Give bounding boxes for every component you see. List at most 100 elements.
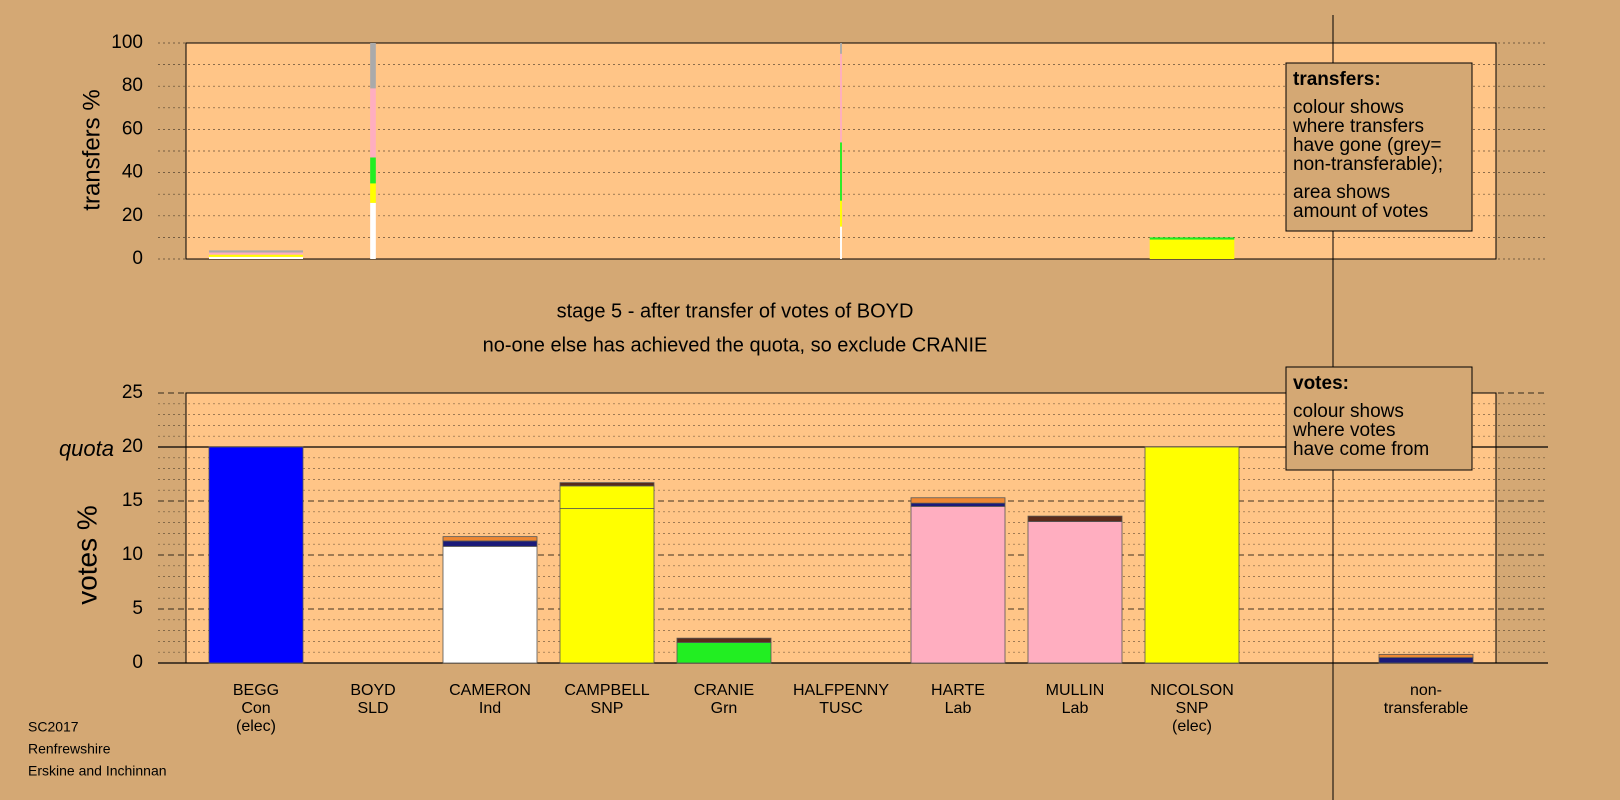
votes-category-label: SLD — [357, 700, 388, 717]
transfers-bar-segment — [840, 53, 842, 143]
transfers-bar-segment — [1149, 237, 1235, 240]
transfers-bar-segment — [1149, 239, 1235, 259]
votes-category-label: TUSC — [819, 700, 863, 717]
votes-legend-title: votes: — [1293, 373, 1349, 394]
votes-category-label: HARTE — [931, 682, 985, 699]
votes-legend-line: colour shows — [1293, 401, 1404, 422]
transfers-legend-line: colour shows — [1293, 97, 1404, 118]
votes-legend: votes: colour shows where votes have com… — [1285, 366, 1473, 471]
votes-category-label: SNP — [1176, 700, 1209, 717]
transfers-bar-segment — [370, 183, 376, 203]
votes-bars — [208, 446, 1474, 664]
transfers-bar-segment — [370, 202, 376, 259]
votes-bar-segment — [559, 485, 655, 509]
transfers-legend: transfers: colour shows where transfers … — [1285, 62, 1473, 232]
votes-bar-segment — [1144, 446, 1240, 664]
transfers-y-tick-label: 20 — [122, 205, 143, 226]
transfers-bar-segment — [209, 254, 303, 257]
votes-bar-segment — [442, 540, 538, 547]
votes-y-tick-label: 20 — [122, 436, 143, 457]
votes-category-label: non- — [1410, 682, 1442, 699]
votes-bar-segment — [910, 502, 1006, 507]
transfers-bar-segment — [209, 250, 303, 253]
votes-y-tick-label: 25 — [122, 382, 143, 403]
votes-category-label: Lab — [945, 700, 972, 717]
transfers-bars — [209, 43, 1235, 259]
transfers-y-tick-label: 40 — [122, 162, 143, 183]
votes-category-label: transferable — [1384, 700, 1469, 717]
votes-category-label: HALFPENNY — [793, 682, 889, 699]
votes-category-label: Con — [241, 700, 270, 717]
transfers-y-tick-label: 100 — [111, 32, 143, 53]
transfers-y-tick-label: 60 — [122, 118, 143, 139]
votes-bar-segment — [1027, 521, 1123, 664]
transfers-bar-segment — [840, 200, 842, 227]
votes-category-label: CAMERON — [449, 682, 531, 699]
transfers-gridlines — [158, 42, 1548, 260]
votes-bar-segment — [676, 637, 772, 643]
transfers-y-ticks: 0 20 40 60 80 100 — [111, 32, 143, 269]
votes-category-label: CAMPBELL — [564, 682, 649, 699]
votes-bar-segment — [1378, 653, 1474, 658]
votes-legend-box — [1285, 366, 1473, 471]
votes-category-label: MULLIN — [1046, 682, 1105, 699]
transfers-legend-line: where transfers — [1292, 116, 1424, 137]
stage-subtitle: no-one else has achieved the quota, so e… — [483, 334, 988, 356]
votes-bar-segment — [442, 545, 538, 664]
transfers-bar-segment — [370, 43, 376, 89]
votes-legend-line: where votes — [1292, 420, 1395, 441]
transfers-bar-segment — [370, 88, 376, 158]
votes-category-labels: BEGGCon(elec)BOYDSLDCAMERONIndCAMPBELLSN… — [233, 682, 1468, 735]
votes-bar-segment — [559, 508, 655, 664]
votes-bar-segment — [442, 536, 538, 542]
transfers-bar-segment — [209, 256, 303, 259]
votes-category-label: BEGG — [233, 682, 279, 699]
transfers-bar-segment — [209, 252, 303, 255]
transfers-legend-line: area shows — [1293, 182, 1390, 203]
footer-line: SC2017 — [28, 719, 79, 735]
votes-y-tick-label: 15 — [122, 490, 143, 511]
votes-category-label: BOYD — [350, 682, 395, 699]
votes-bar-segment — [559, 482, 655, 487]
votes-bar-segment — [1378, 657, 1474, 664]
votes-bar-segment — [1027, 515, 1123, 522]
votes-gridlines — [158, 392, 1548, 664]
transfers-bar-segment — [840, 43, 842, 54]
transfers-bar-segment — [840, 142, 842, 201]
votes-legend-line: have come from — [1293, 439, 1429, 460]
transfers-y-axis-label: transfers % — [78, 89, 105, 210]
votes-category-label: Grn — [711, 700, 738, 717]
votes-y-tick-label: 5 — [132, 598, 143, 619]
votes-bar-segment — [910, 497, 1006, 504]
transfers-bar-segment — [370, 157, 376, 184]
transfers-legend-line: non-transferable); — [1293, 154, 1443, 175]
footer-line: Erskine and Inchinnan — [28, 763, 167, 779]
footer-line: Renfrewshire — [28, 741, 111, 757]
transfers-legend-box — [1285, 62, 1473, 232]
transfers-legend-title: transfers: — [1293, 69, 1381, 90]
stage-title: stage 5 - after transfer of votes of BOY… — [557, 300, 914, 322]
votes-category-label: (elec) — [236, 718, 276, 735]
transfers-legend-line: amount of votes — [1293, 201, 1428, 222]
votes-y-tick-label: 10 — [122, 544, 143, 565]
transfers-y-tick-label: 0 — [132, 248, 143, 269]
transfers-bar-segment — [840, 226, 842, 259]
transfers-legend-line: have gone (grey= — [1293, 135, 1441, 156]
votes-y-tick-label: 0 — [132, 652, 143, 673]
votes-bar-segment — [208, 446, 304, 664]
votes-category-label: NICOLSON — [1150, 682, 1234, 699]
votes-y-ticks: 0 5 10 15 20 25 — [122, 382, 143, 673]
quota-label: quota — [59, 436, 114, 461]
votes-y-axis-label: votes % — [71, 505, 102, 605]
votes-category-label: SNP — [591, 700, 624, 717]
votes-bar-segment — [910, 505, 1006, 664]
transfers-panel: 0 20 40 60 80 100 transfers % — [78, 32, 1548, 269]
transfers-y-tick-label: 80 — [122, 75, 143, 96]
votes-bar-segment — [676, 642, 772, 664]
votes-category-label: Ind — [479, 700, 501, 717]
votes-category-label: CRANIE — [694, 682, 754, 699]
votes-category-label: Lab — [1062, 700, 1089, 717]
votes-plot-background — [185, 392, 1497, 664]
